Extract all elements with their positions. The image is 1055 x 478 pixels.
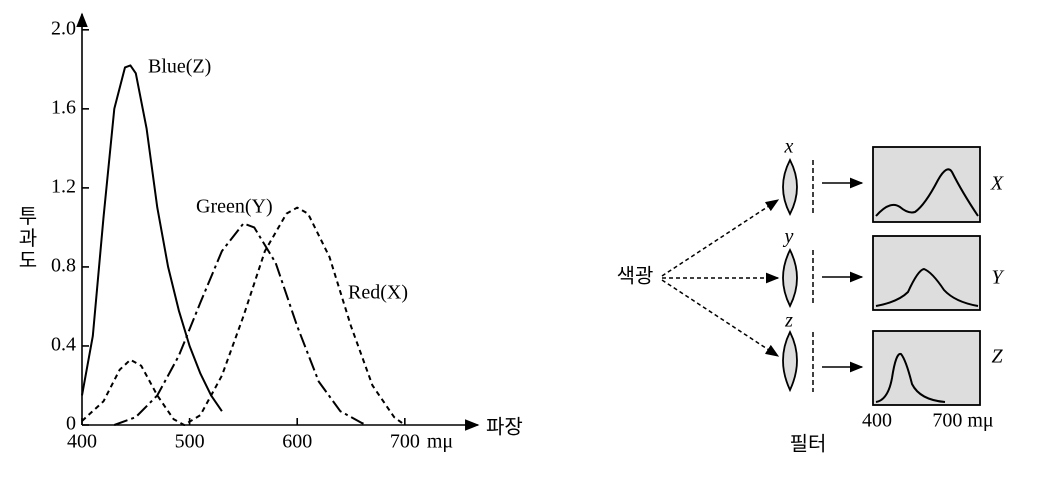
- x-tick-label: 600: [282, 431, 312, 453]
- output-curves: [875, 168, 979, 403]
- x-axis-label: 파장: [486, 416, 523, 439]
- y-tick-label: 1.6: [51, 96, 76, 118]
- mini-axis-end: 700 mμ: [932, 410, 993, 432]
- series-label: Blue(Z): [148, 56, 211, 78]
- x-unit: mμ: [427, 431, 453, 453]
- output-label: X: [990, 173, 1004, 195]
- lens-label: y: [783, 226, 794, 248]
- output-label: Y: [991, 267, 1004, 289]
- mini-axis-start: 400: [862, 410, 892, 432]
- lens-label: z: [784, 310, 793, 332]
- y-tick-label: 0: [66, 413, 76, 435]
- x-tick-label: 700: [390, 431, 420, 453]
- y-tick-label: 2.0: [51, 17, 76, 39]
- x-tick-label: 500: [175, 431, 205, 453]
- lenses: [782, 158, 798, 393]
- light-paths: [661, 199, 780, 357]
- series-label: Green(Y): [196, 196, 273, 218]
- series-line: [113, 222, 368, 426]
- output-boxes: [872, 146, 981, 406]
- output-label: Z: [991, 346, 1003, 368]
- y-tick-label: 1.2: [51, 175, 76, 197]
- arrows: [822, 177, 864, 373]
- source-label: 색광: [617, 265, 654, 288]
- lens-label: x: [784, 136, 794, 158]
- y-tick-label: 0.8: [51, 255, 76, 277]
- filter-diagram: 색광 필터: [617, 146, 994, 456]
- y-tick-label: 0.4: [51, 334, 76, 356]
- series-line: [81, 206, 406, 426]
- filter-label: 필터: [790, 433, 827, 456]
- series-label: Red(X): [348, 282, 408, 304]
- x-tick-label: 400: [67, 431, 97, 453]
- series-line: [81, 64, 223, 412]
